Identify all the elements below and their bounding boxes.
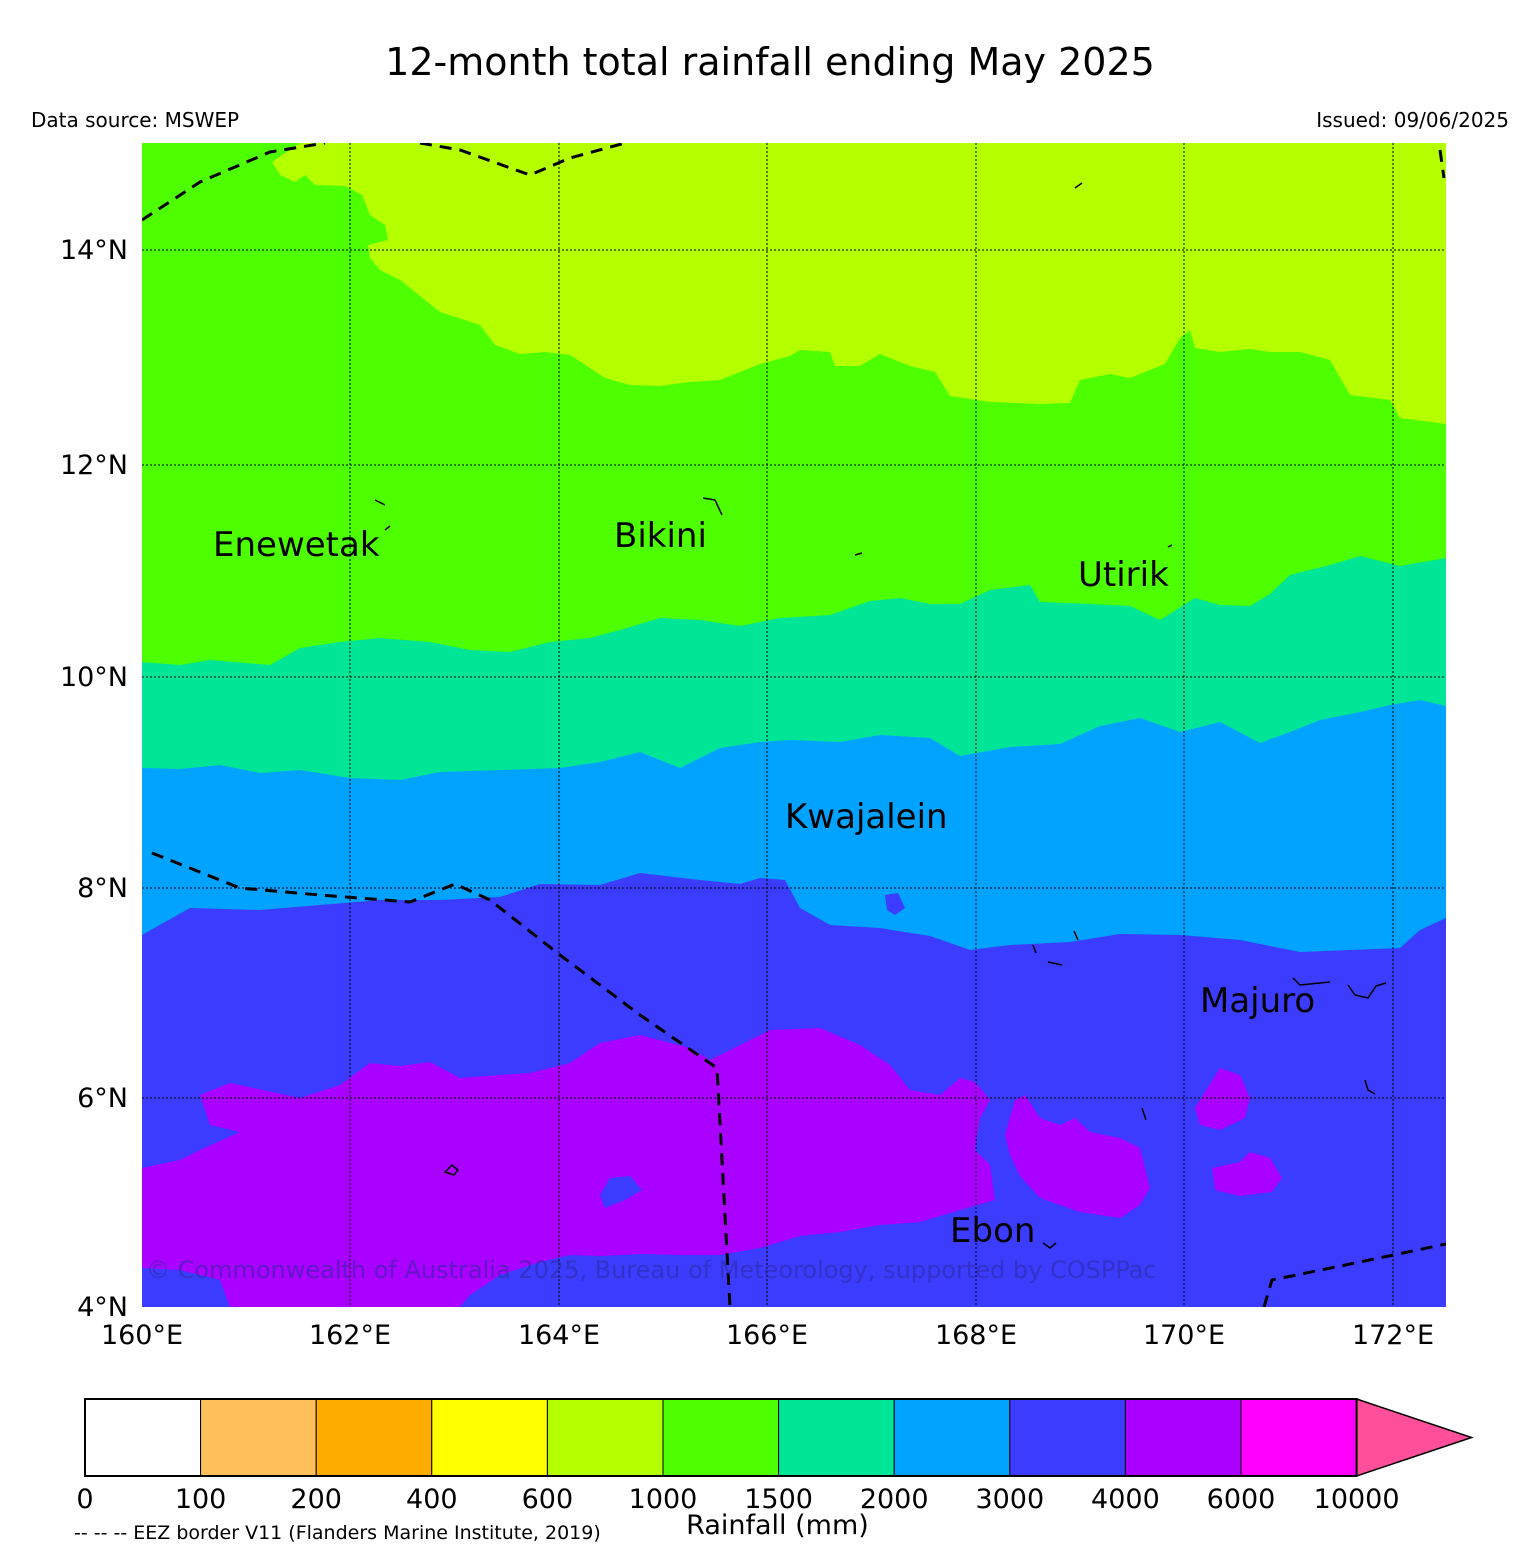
colorbar-segment [1240, 1398, 1358, 1477]
place-label: Kwajalein [785, 797, 948, 837]
place-label: Ebon [950, 1211, 1035, 1251]
place-labels: Enewetak Bikini Utirik Kwajalein Majuro … [213, 516, 1315, 1251]
colorbar-tick-label: 600 [522, 1484, 574, 1515]
colorbar-segment [662, 1398, 780, 1477]
lon-label: 160°E [101, 1320, 183, 1351]
grid-lines [142, 143, 1446, 1307]
colorbar [84, 1397, 1474, 1478]
atoll-outlines [374, 182, 1387, 1249]
place-label: Majuro [1200, 981, 1315, 1021]
colorbar-tick-label: 6000 [1207, 1484, 1276, 1515]
map-fill-layer [142, 143, 1446, 1307]
lat-label: 10°N [60, 662, 128, 693]
band-hole [600, 1176, 642, 1208]
colorbar-extend-arrow [1355, 1397, 1474, 1478]
colorbar-tick-label: 200 [290, 1484, 342, 1515]
lat-label: 12°N [60, 450, 128, 481]
colorbar-segment [200, 1398, 317, 1477]
lon-labels: 160°E 162°E 164°E 166°E 168°E 170°E 172°… [101, 1320, 1434, 1351]
eez-note: -- -- -- EEZ border V11 (Flanders Marine… [74, 1522, 601, 1544]
place-label: Enewetak [213, 525, 380, 565]
copyright-text: © Commonwealth of Australia 2025, Bureau… [146, 1256, 1157, 1284]
colorbar-tick-label: 1000 [629, 1484, 698, 1515]
colorbar-segment [778, 1398, 895, 1477]
place-label: Utirik [1078, 555, 1169, 595]
band-4000-6000-east [1005, 1095, 1150, 1218]
lon-label: 162°E [309, 1320, 391, 1351]
place-label: Bikini [614, 516, 707, 556]
colorbar-segment [546, 1398, 664, 1477]
colorbar-segment [893, 1398, 1011, 1477]
colorbar-segment [431, 1398, 548, 1477]
colorbar-tick-label: 0 [76, 1484, 93, 1515]
colorbar-outline [84, 1398, 1358, 1477]
band-4000-6000-east3 [1212, 1152, 1282, 1196]
colorbar-segment [84, 1398, 202, 1477]
eez-border-lines [142, 143, 1446, 1307]
colorbar-segment [1124, 1398, 1242, 1477]
lon-label: 166°E [726, 1320, 808, 1351]
colorbar-title: Rainfall (mm) [686, 1510, 869, 1541]
band-4000-6000-east2 [1195, 1068, 1250, 1130]
colorbar-tick-label: 4000 [1091, 1484, 1160, 1515]
colorbar-tick-label: 3000 [975, 1484, 1044, 1515]
colorbar-tick-label: 1500 [744, 1484, 813, 1515]
lat-label: 6°N [77, 1083, 128, 1114]
lat-labels: 14°N 12°N 10°N 8°N 6°N 4°N [60, 235, 128, 1323]
colorbar-tick-label: 2000 [860, 1484, 929, 1515]
colorbar-tick-label: 400 [406, 1484, 458, 1515]
colorbar-tick-label: 100 [175, 1484, 227, 1515]
colorbar-segment [1009, 1398, 1126, 1477]
lat-label: 4°N [77, 1292, 128, 1323]
small-patch [885, 893, 905, 915]
band-600-1000 [272, 143, 1446, 424]
lon-label: 170°E [1143, 1320, 1225, 1351]
lon-label: 172°E [1352, 1320, 1434, 1351]
colorbar-tick-labels: 0 100 200 400 600 1000 1500 2000 3000 4000 6000 100… [76, 1484, 1399, 1515]
lat-label: 8°N [77, 873, 128, 904]
data-source-label: Data source: MSWEP [31, 108, 240, 132]
chart-title: 12-month total rainfall ending May 2025 [385, 40, 1155, 84]
colorbar-tick-label: 10000 [1314, 1484, 1400, 1515]
colorbar-segment [315, 1398, 433, 1477]
issued-date-label: Issued: 09/06/2025 [1316, 108, 1509, 132]
lat-label: 14°N [60, 235, 128, 266]
lon-label: 164°E [518, 1320, 600, 1351]
lon-label: 168°E [935, 1320, 1017, 1351]
